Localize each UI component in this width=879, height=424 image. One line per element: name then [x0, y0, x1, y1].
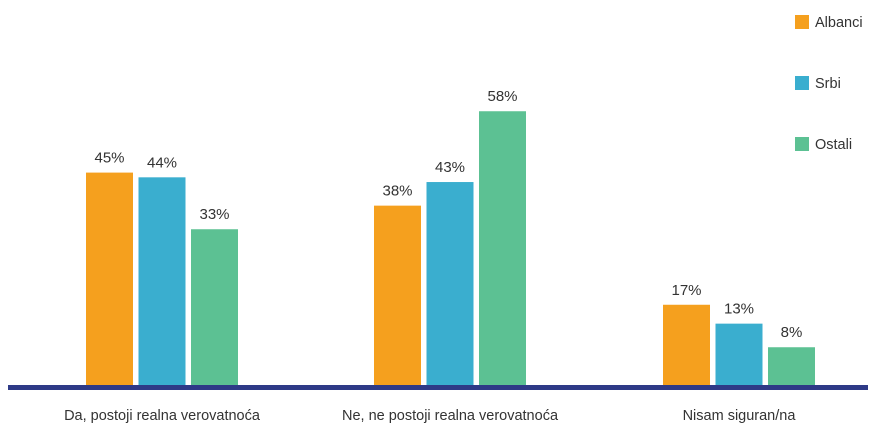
bar-labels-group: 45% 44% 33% 38% 43% 58% 17% 13% 8% [94, 88, 802, 341]
legend-label-ostali: Ostali [815, 137, 852, 153]
legend: Albanci Srbi Ostali [795, 15, 863, 153]
data-label-srbi-2: 43% [435, 159, 465, 176]
bar-srbi-2 [426, 182, 474, 385]
data-label-ostali-3: 8% [781, 324, 803, 341]
legend-swatch-ostali [795, 137, 809, 151]
category-label-2: Ne, ne postoji realna verovatnoća [342, 408, 559, 424]
bars-group [86, 111, 815, 386]
category-labels-group: Da, postoji realna verovatnoća Ne, ne pos… [64, 408, 796, 424]
category-label-1: Da, postoji realna verovatnoća [64, 408, 261, 424]
data-label-albanci-1: 45% [94, 150, 124, 167]
data-label-ostali-2: 58% [487, 88, 517, 105]
data-label-albanci-3: 17% [671, 282, 701, 299]
data-label-ostali-1: 33% [199, 206, 229, 223]
bar-albanci-3 [663, 304, 710, 385]
legend-swatch-albanci [795, 15, 809, 29]
bar-ostali-1 [191, 229, 238, 385]
bar-albanci-2 [374, 205, 421, 385]
legend-swatch-srbi [795, 76, 809, 90]
category-label-3: Nisam siguran/na [683, 408, 797, 424]
data-label-srbi-1: 44% [147, 154, 177, 171]
bar-ostali-2 [479, 111, 526, 386]
bar-ostali-3 [768, 347, 815, 385]
data-label-albanci-2: 38% [382, 183, 412, 200]
bar-srbi-3 [715, 323, 763, 385]
legend-label-albanci: Albanci [815, 15, 863, 31]
bar-albanci-1 [86, 172, 133, 385]
legend-label-srbi: Srbi [815, 76, 841, 92]
data-label-srbi-3: 13% [724, 301, 754, 318]
bar-srbi-1 [138, 177, 186, 385]
